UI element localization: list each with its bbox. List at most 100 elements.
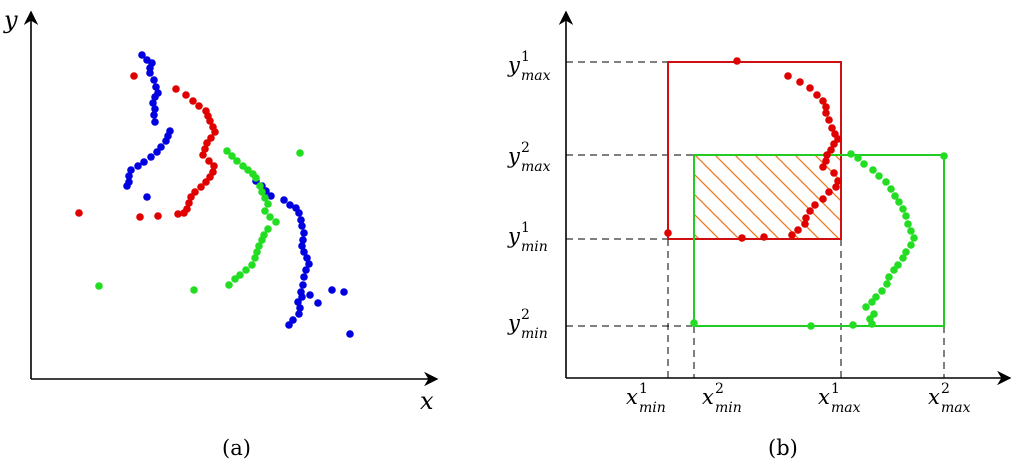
label-x1min-sup: 1 — [639, 381, 648, 397]
a-blue-point-39 — [300, 248, 308, 256]
b-green-point-21 — [878, 287, 886, 295]
b-red-point-4 — [813, 91, 821, 99]
a-blue-point-42 — [302, 266, 310, 274]
a-blue-point-19 — [140, 158, 148, 166]
a-green-point-18 — [253, 248, 261, 256]
label-y2max-sup: 2 — [521, 140, 530, 156]
a-green-point-13 — [272, 218, 280, 226]
b-red-point-9 — [828, 124, 836, 132]
a-green-point-14 — [264, 225, 272, 233]
a-red-point-18 — [202, 178, 210, 186]
panel-a-blue-points — [123, 51, 354, 338]
a-red-point-1 — [172, 85, 180, 93]
b-green-point-16 — [899, 254, 907, 262]
a-red-point-11 — [203, 139, 211, 147]
a-blue-point-48 — [296, 304, 304, 312]
b-red-point-1 — [784, 72, 792, 80]
b-red-point-12 — [830, 140, 838, 148]
a-blue-point-15 — [162, 137, 170, 145]
b-green-point-13 — [910, 234, 918, 242]
a-red-point-24 — [180, 209, 188, 217]
b-green-point-0 — [847, 150, 855, 158]
label-y1max-base: y — [507, 53, 521, 77]
label-y2min-sup: 2 — [521, 307, 530, 323]
b-green-point-3 — [869, 166, 877, 174]
a-red-point-12 — [201, 145, 209, 153]
label-x1min-base: x — [626, 385, 638, 409]
label-x2min: x2 min — [702, 381, 742, 416]
a-red-point-7 — [206, 117, 214, 125]
a-green-point-11 — [261, 207, 269, 215]
a-green-point-0 — [223, 147, 231, 155]
a-blue-point-10 — [151, 105, 159, 113]
a-green-point-1 — [228, 152, 236, 160]
label-y1max: y1 max — [507, 49, 551, 84]
b-red-point-26 — [794, 226, 802, 234]
a-red-point-22 — [185, 199, 193, 207]
panel-a-y-axis-label: y — [3, 6, 18, 34]
a-green-point-6 — [252, 174, 260, 182]
a-green-point-20 — [248, 261, 256, 269]
label-x2min-sub: min — [715, 400, 742, 416]
label-x1max-sup: 1 — [831, 381, 840, 397]
b-green-point-10 — [902, 212, 910, 220]
a-blue-point-17 — [153, 148, 161, 156]
label-y1max-sub: max — [521, 68, 551, 84]
b-green-point-24 — [862, 303, 870, 311]
a-green-point-16 — [258, 236, 266, 244]
b-green-point-29 — [940, 152, 948, 160]
a-red-point-9 — [211, 128, 219, 136]
b-red-point-15 — [822, 157, 830, 165]
b-red-point-19 — [832, 183, 840, 191]
a-green-point-7 — [256, 182, 264, 190]
b-green-point-31 — [807, 322, 815, 330]
a-blue-point-41 — [305, 260, 313, 268]
a-blue-point-9 — [149, 99, 157, 107]
b-green-point-19 — [885, 273, 893, 281]
label-y2max: y2 max — [507, 140, 551, 175]
label-y1min: y1 min — [507, 220, 548, 255]
b-green-point-5 — [882, 178, 890, 186]
a-red-point-2 — [182, 91, 190, 99]
a-blue-point-38 — [298, 242, 306, 250]
b-green-point-12 — [907, 227, 915, 235]
b-red-point-25 — [801, 220, 809, 228]
b-green-point-15 — [902, 248, 910, 256]
panel-b-caption: (b) — [768, 436, 798, 460]
b-red-point-29 — [738, 234, 746, 242]
b-green-point-28 — [849, 321, 857, 329]
b-red-point-24 — [802, 214, 810, 222]
label-y2max-base: y — [507, 144, 521, 168]
panel-a-x-axis-label: x — [420, 387, 434, 415]
a-green-point-17 — [255, 242, 263, 250]
a-green-point-25 — [296, 149, 304, 157]
a-blue-point-12 — [151, 118, 159, 126]
b-red-point-22 — [811, 201, 819, 209]
panel-a: y x (a) — [3, 6, 439, 460]
label-x1max: x1 max — [818, 381, 861, 416]
label-y1min-sup: 1 — [521, 220, 530, 236]
a-blue-point-34 — [297, 216, 305, 224]
a-blue-point-18 — [147, 153, 155, 161]
green-bounding-box — [693, 154, 945, 327]
a-blue-point-56 — [346, 330, 354, 338]
a-blue-point-37 — [299, 236, 307, 244]
b-green-point-27 — [868, 320, 876, 328]
panel-a-caption: (a) — [222, 436, 251, 460]
a-blue-point-47 — [294, 298, 302, 306]
b-red-point-27 — [788, 231, 796, 239]
a-green-point-19 — [251, 254, 259, 262]
guide-lines — [566, 61, 945, 378]
a-red-point-21 — [187, 193, 195, 201]
label-y1min-sub: min — [521, 239, 548, 255]
a-blue-point-29 — [267, 192, 275, 200]
a-blue-point-44 — [299, 281, 307, 289]
a-green-point-24 — [225, 281, 233, 289]
panel-b-green-points — [690, 150, 948, 330]
a-blue-point-51 — [285, 321, 293, 329]
b-red-point-7 — [822, 109, 830, 117]
a-blue-point-0 — [138, 51, 146, 59]
b-green-point-14 — [907, 241, 915, 249]
a-green-point-8 — [258, 188, 266, 196]
b-red-point-2 — [796, 78, 804, 86]
